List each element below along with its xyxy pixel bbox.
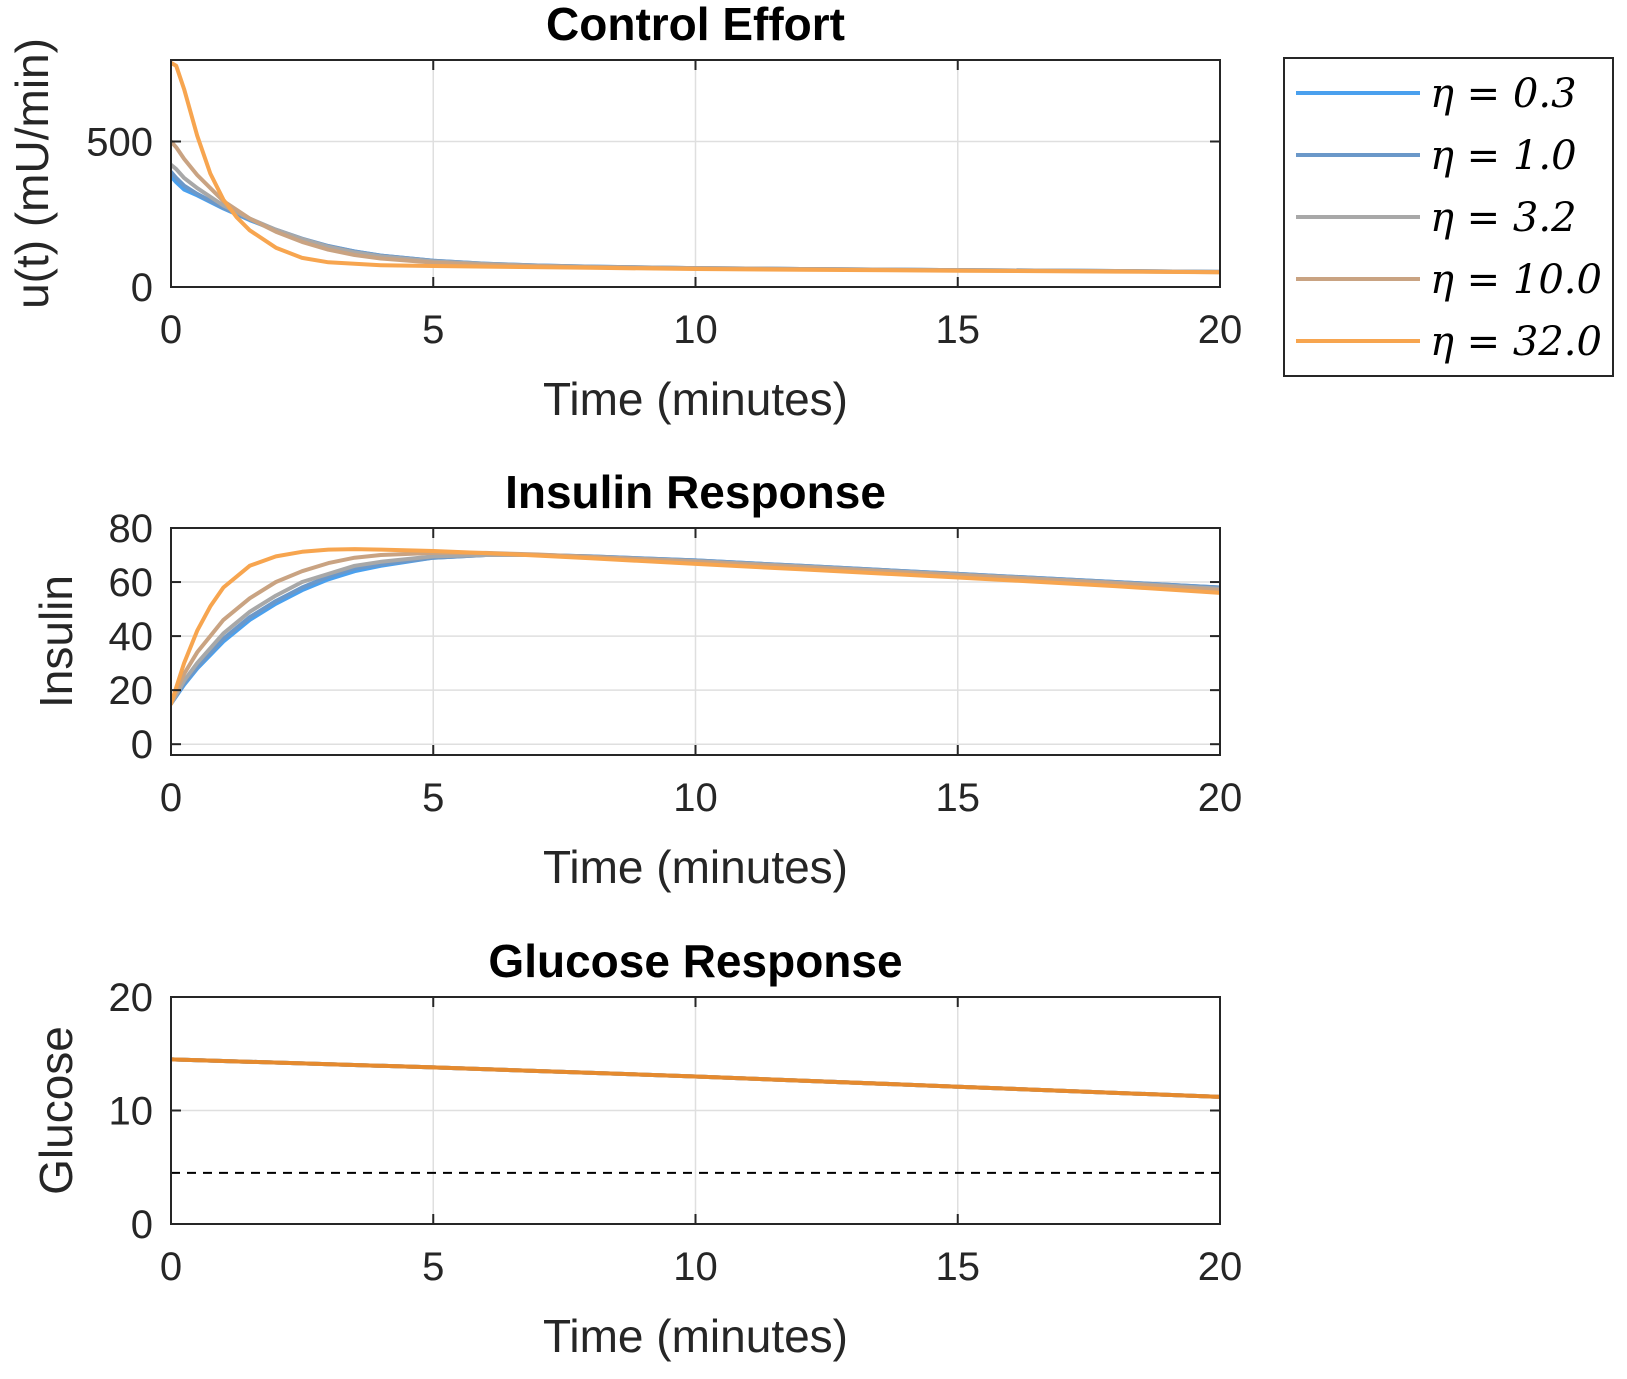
y-tick-label: 40 xyxy=(109,615,154,659)
y-tick-label: 0 xyxy=(131,1203,153,1247)
x-tick-label: 10 xyxy=(673,776,718,820)
chart-title: Control Effort xyxy=(546,0,845,50)
series-line-4 xyxy=(171,1057,1220,1099)
x-tick-label: 15 xyxy=(936,776,981,820)
legend-label-2: η = 3.2 xyxy=(1430,195,1577,241)
x-tick-label: 0 xyxy=(160,308,182,352)
y-axis-label: u(t) (mU/min) xyxy=(6,38,58,309)
subplot-1: 0 5 10 15 20 0 20 40 60 80 Insulin Response Time (m… xyxy=(30,466,1242,893)
y-tick-label: 60 xyxy=(109,561,154,605)
x-tick-label: 5 xyxy=(422,1245,444,1289)
x-axis-label: Time (minutes) xyxy=(543,1310,848,1362)
x-tick-label: 0 xyxy=(160,776,182,820)
legend-label-3: η = 10.0 xyxy=(1430,257,1602,303)
x-tick-label: 5 xyxy=(422,308,444,352)
legend-label-1: η = 1.0 xyxy=(1430,133,1577,179)
x-axis-label: Time (minutes) xyxy=(543,373,848,425)
x-tick-label: 20 xyxy=(1198,1245,1243,1289)
legend: η = 0.3 η = 1.0 η = 3.2 η = 10.0 η = 32.0 xyxy=(1283,57,1614,377)
series-line-3 xyxy=(171,550,1220,706)
y-tick-label: 500 xyxy=(86,120,153,164)
legend-label-4: η = 32.0 xyxy=(1430,319,1602,365)
x-tick-label: 5 xyxy=(422,776,444,820)
x-tick-label: 15 xyxy=(936,308,981,352)
y-tick-label: 20 xyxy=(109,976,154,1020)
series-line-4 xyxy=(171,547,1220,706)
x-tick-label: 10 xyxy=(673,1245,718,1289)
y-tick-label: 20 xyxy=(109,669,154,713)
x-tick-label: 15 xyxy=(936,1245,981,1289)
chart-title: Insulin Response xyxy=(505,466,886,518)
legend-label-0: η = 0.3 xyxy=(1430,71,1577,117)
x-tick-label: 0 xyxy=(160,1245,182,1289)
y-tick-label: 80 xyxy=(109,507,154,551)
y-tick-label: 0 xyxy=(131,266,153,310)
subplot-2: 0 5 10 15 20 0 10 20 Glucose Response Time (minut… xyxy=(30,935,1242,1362)
x-axis-label: Time (minutes) xyxy=(543,841,848,893)
y-tick-label: 0 xyxy=(131,723,153,767)
x-tick-label: 20 xyxy=(1198,776,1243,820)
x-tick-label: 20 xyxy=(1198,308,1243,352)
x-tick-label: 10 xyxy=(673,308,718,352)
series-line-4 xyxy=(171,60,1220,275)
y-tick-label: 10 xyxy=(109,1090,154,1134)
subplot-0: 0 5 10 15 20 0 500 Control Effort Time (minutes)… xyxy=(6,0,1242,425)
chart-title: Glucose Response xyxy=(488,935,902,987)
y-axis-label: Glucose xyxy=(30,1026,82,1195)
y-axis-label: Insulin xyxy=(30,575,82,708)
